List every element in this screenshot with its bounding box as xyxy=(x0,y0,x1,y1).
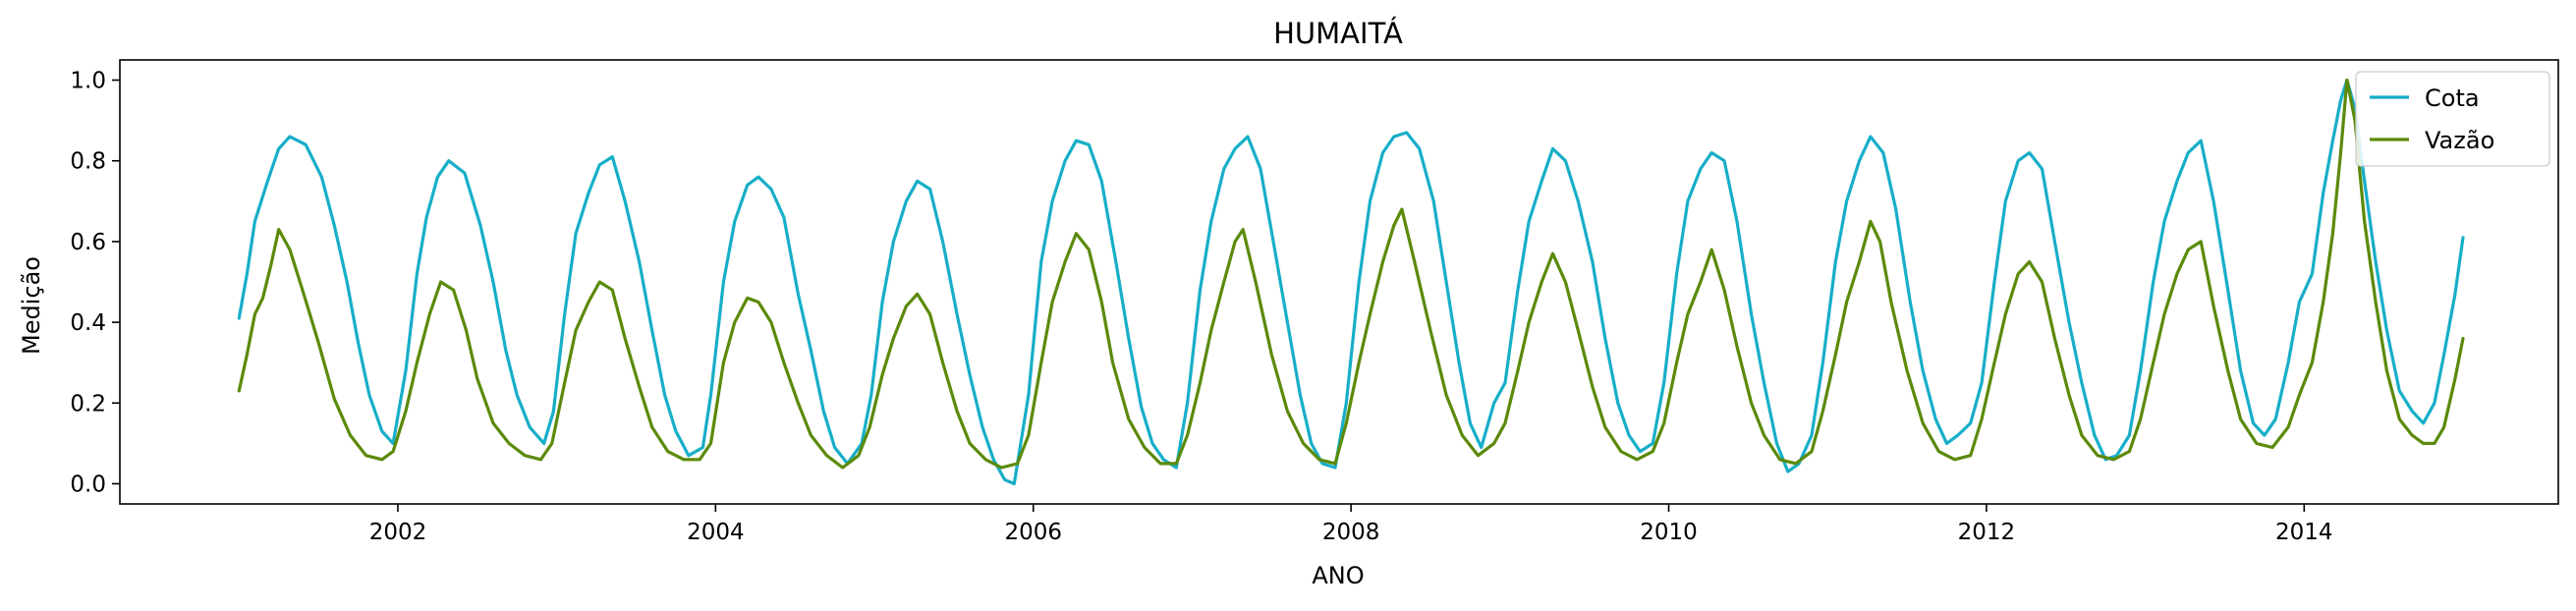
y-tick-label: 0.8 xyxy=(70,149,106,175)
y-tick-label: 1.0 xyxy=(70,69,106,94)
x-axis-ticks: 2002 2004 2006 2008 2010 2012 2014 xyxy=(369,504,2333,545)
y-tick-label: 0.4 xyxy=(70,310,106,336)
y-tick-label: 0.2 xyxy=(70,391,106,417)
legend: Cota Vazão xyxy=(2355,71,2550,167)
x-tick-label: 2014 xyxy=(2275,520,2333,545)
x-tick-label: 2012 xyxy=(1958,520,2016,545)
legend-label-vazao: Vazão xyxy=(2425,127,2494,154)
plot-frame xyxy=(119,59,2559,505)
x-tick-label: 2010 xyxy=(1640,520,1698,545)
series-line-cota xyxy=(237,78,2465,486)
x-axis-label: ANO xyxy=(1312,562,1364,589)
y-axis-ticks: 0.0 0.2 0.4 0.6 0.8 1.0 xyxy=(70,69,120,497)
chart-title: HUMAITÁ xyxy=(1273,17,1403,50)
plot-area xyxy=(119,59,2559,505)
series-layer xyxy=(237,78,2465,486)
x-tick-label: 2004 xyxy=(687,520,745,545)
series-line-vazao xyxy=(237,78,2465,470)
y-tick-label: 0.6 xyxy=(70,230,106,255)
y-axis-label: Medição xyxy=(18,256,45,355)
legend-label-cota: Cota xyxy=(2425,84,2480,112)
legend-box xyxy=(2355,71,2550,167)
x-tick-label: 2006 xyxy=(1004,520,1062,545)
x-tick-label: 2008 xyxy=(1322,520,1380,545)
x-tick-label: 2002 xyxy=(369,520,427,545)
y-tick-label: 0.0 xyxy=(70,472,106,497)
